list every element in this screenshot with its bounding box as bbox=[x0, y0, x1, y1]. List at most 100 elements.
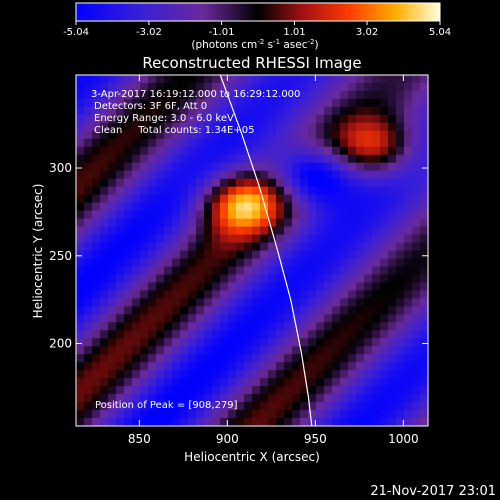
heatmap-cell bbox=[340, 298, 349, 307]
heatmap-cell bbox=[148, 178, 157, 188]
heatmap-cell bbox=[300, 298, 309, 307]
heatmap-cell bbox=[420, 242, 428, 252]
heatmap-cell bbox=[300, 354, 309, 363]
heatmap-cell bbox=[204, 162, 213, 172]
heatmap-cell bbox=[420, 386, 428, 395]
heatmap-cell bbox=[212, 178, 221, 188]
heatmap-cell bbox=[348, 106, 357, 116]
heatmap-cell bbox=[332, 98, 341, 108]
heatmap-cell bbox=[260, 282, 269, 291]
heatmap-cell bbox=[76, 82, 85, 92]
heatmap-cell bbox=[220, 114, 229, 124]
heatmap-cell bbox=[188, 314, 197, 323]
heatmap-cell bbox=[284, 266, 293, 276]
heatmap-cell bbox=[420, 378, 428, 387]
heatmap-cell bbox=[108, 362, 117, 371]
heatmap-cell bbox=[180, 98, 189, 108]
heatmap-cell bbox=[316, 90, 325, 100]
heatmap-cell bbox=[76, 378, 85, 387]
heatmap-cell bbox=[244, 378, 253, 387]
heatmap-cell bbox=[116, 130, 125, 140]
heatmap-cell bbox=[284, 202, 293, 212]
heatmap-cell bbox=[348, 402, 357, 411]
heatmap-cell bbox=[84, 122, 93, 132]
heatmap-cell bbox=[180, 338, 189, 347]
heatmap-cell bbox=[412, 98, 421, 108]
heatmap-cell bbox=[316, 162, 325, 172]
heatmap-cell bbox=[220, 154, 229, 164]
heatmap-cell bbox=[356, 218, 365, 228]
heatmap-cell bbox=[356, 418, 365, 426]
heatmap-cell bbox=[196, 362, 205, 371]
heatmap-cell bbox=[236, 338, 245, 347]
heatmap-cell bbox=[364, 346, 373, 355]
heatmap-cell bbox=[404, 402, 413, 411]
heatmap-cell bbox=[420, 122, 428, 132]
heatmap-cell bbox=[188, 226, 197, 236]
heatmap-cell bbox=[196, 402, 205, 411]
heatmap-cell bbox=[244, 250, 253, 260]
heatmap-cell bbox=[76, 362, 85, 371]
heatmap-cell bbox=[236, 266, 245, 276]
heatmap-cell bbox=[244, 234, 253, 244]
heatmap-cell bbox=[204, 250, 213, 260]
heatmap-cell bbox=[84, 410, 93, 419]
heatmap-cell bbox=[380, 114, 389, 124]
heatmap-cell bbox=[132, 346, 141, 355]
heatmap-cell bbox=[268, 250, 277, 260]
heatmap-cell bbox=[268, 98, 277, 108]
heatmap-cell bbox=[76, 338, 85, 347]
heatmap-cell bbox=[340, 170, 349, 180]
heatmap-cell bbox=[148, 386, 157, 395]
heatmap-cell bbox=[92, 146, 101, 156]
heatmap-cell bbox=[172, 402, 181, 411]
heatmap-cell bbox=[316, 154, 325, 164]
heatmap-cell bbox=[156, 274, 165, 284]
heatmap-cell bbox=[124, 98, 133, 108]
heatmap-cell bbox=[292, 354, 301, 363]
heatmap-cell bbox=[284, 258, 293, 268]
heatmap-cell bbox=[92, 226, 101, 236]
heatmap-cell bbox=[356, 90, 365, 100]
heatmap-cell bbox=[204, 114, 213, 124]
y-tick-label: 200 bbox=[49, 337, 72, 351]
heatmap-cell bbox=[188, 114, 197, 124]
heatmap-cell bbox=[140, 106, 149, 116]
heatmap-cell bbox=[324, 402, 333, 411]
heatmap-cell bbox=[284, 218, 293, 228]
heatmap-cell bbox=[244, 290, 253, 299]
heatmap-cell bbox=[268, 386, 277, 395]
heatmap-cell bbox=[124, 234, 133, 244]
heatmap-cell bbox=[252, 146, 261, 156]
heatmap-cell bbox=[116, 354, 125, 363]
heatmap-cell bbox=[292, 202, 301, 212]
heatmap-cell bbox=[252, 266, 261, 276]
heatmap-cell bbox=[244, 154, 253, 164]
heatmap-cell bbox=[348, 226, 357, 236]
heatmap-cell bbox=[268, 162, 277, 172]
heatmap-cell bbox=[172, 410, 181, 419]
heatmap-cell bbox=[404, 130, 413, 140]
heatmap-cell bbox=[276, 106, 285, 116]
heatmap-cell bbox=[244, 338, 253, 347]
heatmap-cell bbox=[348, 242, 357, 252]
heatmap-cell bbox=[316, 178, 325, 188]
heatmap-cell bbox=[308, 202, 317, 212]
heatmap-cell bbox=[364, 410, 373, 419]
heatmap-cell bbox=[108, 146, 117, 156]
heatmap-cell bbox=[172, 162, 181, 172]
heatmap-cell bbox=[260, 178, 269, 188]
heatmap-cell bbox=[148, 354, 157, 363]
heatmap-cell bbox=[172, 394, 181, 403]
heatmap-cell bbox=[92, 82, 101, 92]
heatmap-cell bbox=[332, 346, 341, 355]
heatmap-cell bbox=[348, 418, 357, 426]
heatmap-cell bbox=[412, 122, 421, 132]
heatmap-cell bbox=[316, 226, 325, 236]
heatmap-cell bbox=[420, 418, 428, 426]
heatmap-cell bbox=[156, 394, 165, 403]
heatmap-cell bbox=[148, 226, 157, 236]
heatmap-cell bbox=[420, 154, 428, 164]
heatmap-cell bbox=[108, 234, 117, 244]
heatmap-cell bbox=[364, 130, 373, 140]
